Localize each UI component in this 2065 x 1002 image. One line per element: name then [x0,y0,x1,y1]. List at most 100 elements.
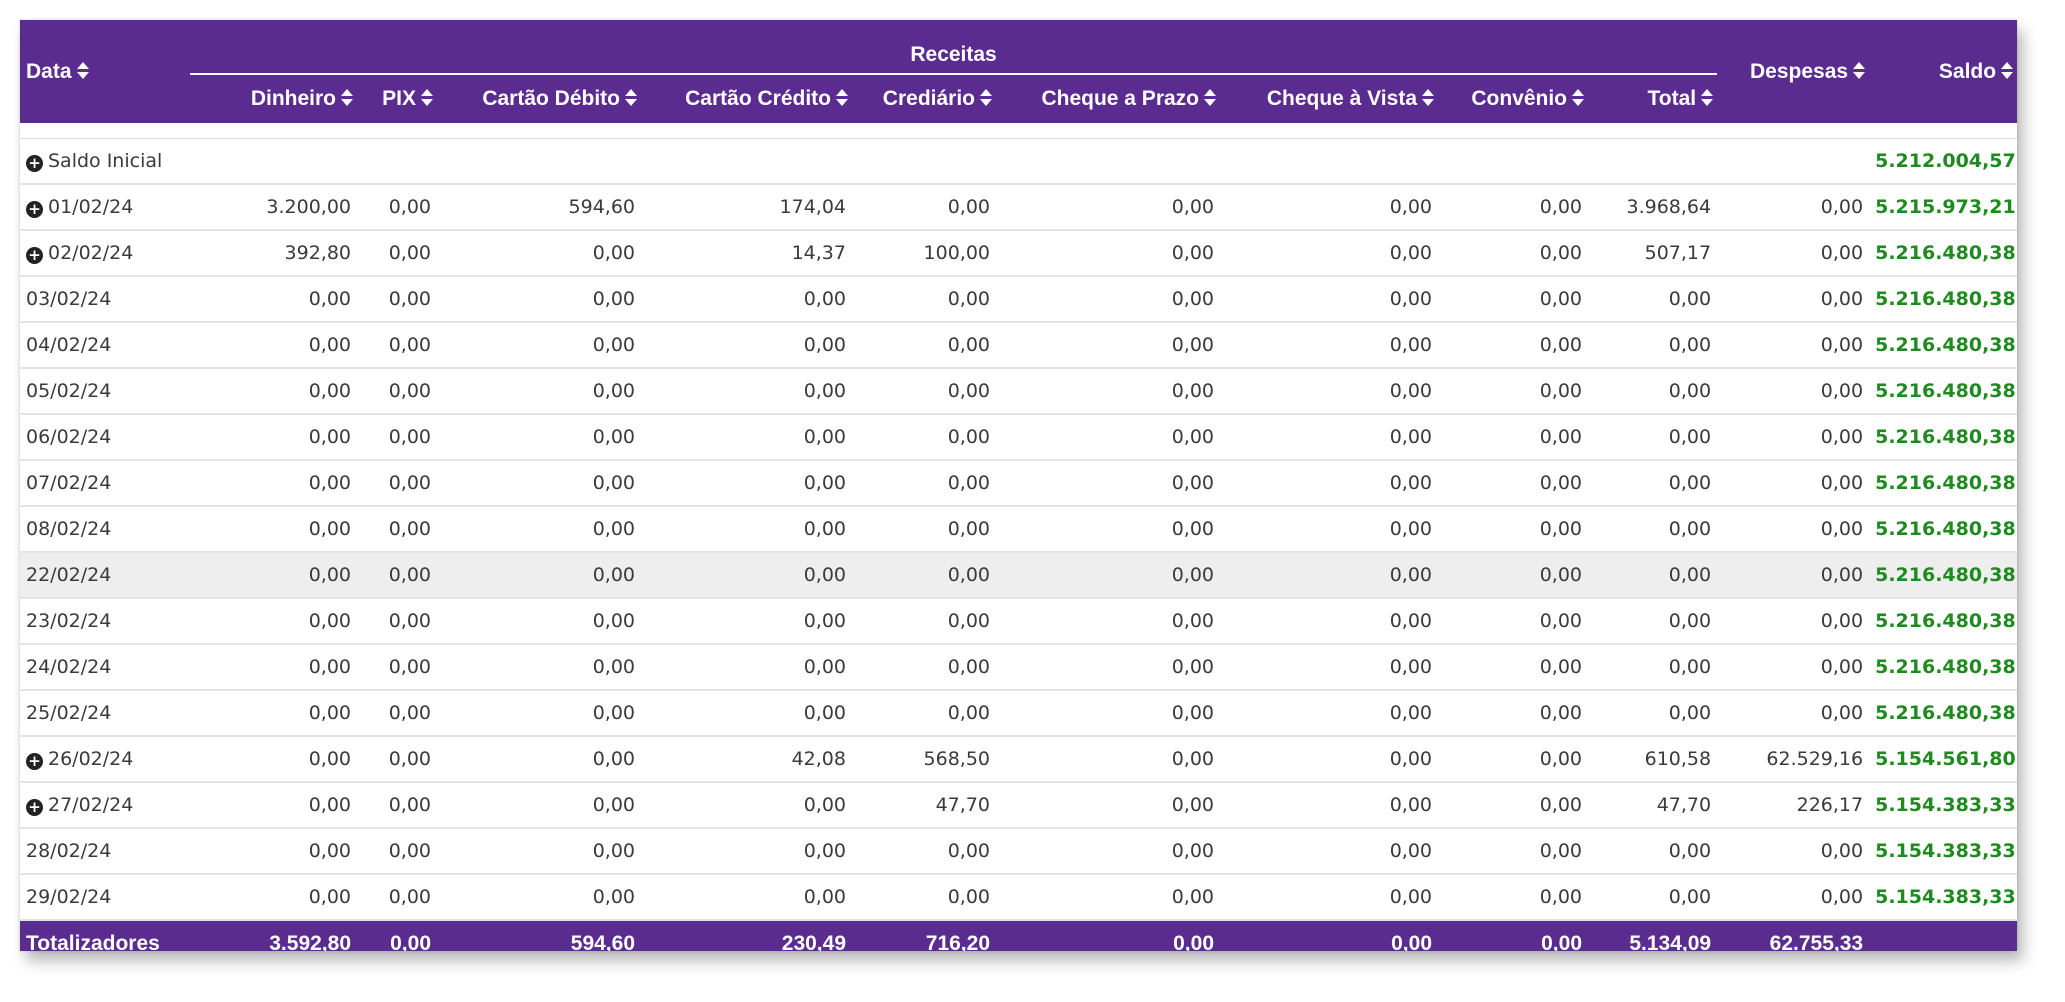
cell-total: 0,00 [1588,276,1718,323]
cell-cheque-a-vista: 0,00 [1220,690,1438,737]
cell-cartao-credito: 42,08 [641,736,852,783]
cell-dinheiro: 0,00 [190,736,357,783]
cell-convenio: 0,00 [1438,690,1588,737]
cell-cheque-a-vista: 0,00 [1220,230,1438,277]
cell-total: 0,00 [1588,414,1718,461]
column-header-pix[interactable]: PIX [357,75,437,123]
cell-pix [357,138,437,185]
cell-cheque-a-vista: 0,00 [1220,506,1438,553]
cell-despesas: 0,00 [1717,184,1870,231]
cell-cartao-debito: 0,00 [437,874,641,921]
sort-icon [1572,89,1584,107]
sort-icon [625,89,637,107]
cell-cheque-a-vista: 0,00 [1220,184,1438,231]
cell-dinheiro: 0,00 [190,598,357,645]
table-row: 03/02/24 0,00 0,00 0,00 0,00 0,00 0,00 0,00 0,00… [20,276,2017,323]
cell-despesas: 226,17 [1717,782,1870,829]
expand-plus-icon[interactable]: + [26,247,43,264]
row-date[interactable]: +26/02/24 [20,736,190,783]
total-pix: 0,00 [357,920,437,951]
row-date: 23/02/24 [20,598,190,645]
cell-despesas: 0,00 [1717,368,1870,415]
cell-despesas: 0,00 [1717,322,1870,369]
cell-total: 0,00 [1588,552,1718,599]
cell-despesas: 0,00 [1717,552,1870,599]
sort-icon [421,89,433,107]
column-header-cartao-credito[interactable]: Cartão Crédito [641,75,852,123]
cell-saldo: 5.216.480,38 [1869,552,2017,599]
cell-cartao-credito: 0,00 [641,782,852,829]
cell-cartao-credito: 0,00 [641,506,852,553]
cell-pix: 0,00 [357,506,437,553]
total-cartao-credito: 230,49 [641,920,852,951]
cell-cheque-a-prazo: 0,00 [996,644,1220,691]
sort-icon [1853,61,1866,80]
column-header-cheque-a-vista[interactable]: Cheque à Vista [1220,75,1438,123]
cell-cheque-a-prazo: 0,00 [996,598,1220,645]
table-row: + Saldo Inicial 5.212.004,57 [20,138,2017,185]
cell-convenio: 0,00 [1438,552,1588,599]
cell-pix: 0,00 [357,414,437,461]
cell-pix: 0,00 [357,736,437,783]
column-header-total[interactable]: Total [1588,75,1718,123]
cell-despesas: 62.529,16 [1717,736,1870,783]
cell-cartao-debito: 0,00 [437,736,641,783]
row-date[interactable]: + Saldo Inicial [20,138,190,185]
sort-icon [76,61,89,80]
cell-dinheiro: 0,00 [190,368,357,415]
expand-plus-icon[interactable]: + [26,799,43,816]
cell-saldo: 5.154.561,80 [1869,736,2017,783]
cell-dinheiro: 0,00 [190,506,357,553]
total-total: 5.134,09 [1588,920,1718,951]
row-date[interactable]: +01/02/24 [20,184,190,231]
cell-convenio: 0,00 [1438,874,1588,921]
cell-total: 47,70 [1588,782,1718,829]
table-row: 22/02/24 0,00 0,00 0,00 0,00 0,00 0,00 0,00 0,00… [20,552,2017,599]
cell-saldo: 5.215.973,21 [1869,184,2017,231]
cell-despesas: 0,00 [1717,690,1870,737]
cash-flow-card: Data Receitas Despesas Saldo Dinheiro PIX… [20,20,2017,951]
row-date: 04/02/24 [20,322,190,369]
cell-despesas: 0,00 [1717,276,1870,323]
cell-convenio: 0,00 [1438,598,1588,645]
column-header-convenio[interactable]: Convênio [1438,75,1588,123]
cell-cartao-credito: 0,00 [641,690,852,737]
column-header-data[interactable]: Data [20,20,190,123]
cell-cheque-a-vista: 0,00 [1220,644,1438,691]
cell-convenio: 0,00 [1438,644,1588,691]
cell-dinheiro: 0,00 [190,828,357,875]
total-convenio: 0,00 [1438,920,1588,951]
column-header-cheque-a-prazo[interactable]: Cheque a Prazo [996,75,1220,123]
cell-total: 0,00 [1588,598,1718,645]
row-date[interactable]: +02/02/24 [20,230,190,277]
cell-cartao-debito: 0,00 [437,598,641,645]
cell-crediario: 0,00 [852,414,996,461]
column-header-dinheiro[interactable]: Dinheiro [190,75,357,123]
expand-plus-icon[interactable]: + [26,155,43,172]
column-header-crediario[interactable]: Crediário [852,75,996,123]
cell-saldo: 5.216.480,38 [1869,322,2017,369]
table-row: +01/02/24 3.200,00 0,00 594,60 174,04 0,00 0,0… [20,184,2017,231]
cell-cartao-debito: 0,00 [437,368,641,415]
totals-label: Totalizadores [20,920,190,951]
table-row: 05/02/24 0,00 0,00 0,00 0,00 0,00 0,00 0,00 0,00… [20,368,2017,415]
column-header-saldo[interactable]: Saldo [1869,20,2017,123]
cell-cartao-credito: 0,00 [641,368,852,415]
row-date[interactable]: +27/02/24 [20,782,190,829]
cell-saldo: 5.216.480,38 [1869,644,2017,691]
cell-convenio: 0,00 [1438,230,1588,277]
cell-cartao-credito: 0,00 [641,644,852,691]
cell-cheque-a-vista: 0,00 [1220,552,1438,599]
cell-cheque-a-prazo: 0,00 [996,230,1220,277]
cell-cartao-debito: 0,00 [437,828,641,875]
column-header-despesas[interactable]: Despesas [1717,20,1870,123]
cell-saldo: 5.216.480,38 [1869,276,2017,323]
cell-crediario: 0,00 [852,598,996,645]
cell-pix: 0,00 [357,184,437,231]
row-date: 08/02/24 [20,506,190,553]
column-header-cartao-debito[interactable]: Cartão Débito [437,75,641,123]
expand-plus-icon[interactable]: + [26,201,43,218]
expand-plus-icon[interactable]: + [26,753,43,770]
cell-pix: 0,00 [357,690,437,737]
cell-despesas: 0,00 [1717,460,1870,507]
